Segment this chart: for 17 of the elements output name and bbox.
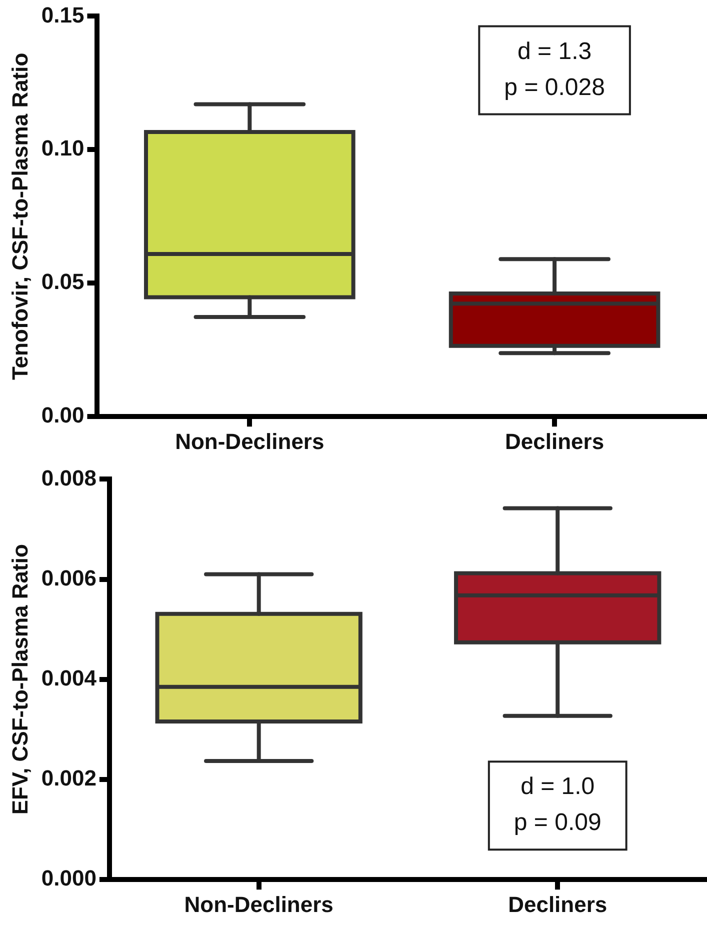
x-tick-label: Decliners — [508, 892, 608, 917]
y-tick-label: 0.05 — [41, 269, 84, 294]
x-tick-label: Non-Decliners — [184, 892, 334, 917]
y-tick-label: 0.00 — [41, 402, 84, 428]
y-tick-label: 0.10 — [41, 136, 84, 161]
annotation: d = 1.3 p = 0.028 — [504, 38, 605, 101]
y-axis-title: Tenofovir, CSF-to-Plasma Ratio — [7, 52, 32, 380]
y-tick-label: 0.15 — [41, 2, 84, 28]
x-tick-label: Decliners — [505, 428, 604, 454]
y-tick-label: 0.008 — [41, 465, 96, 490]
y-tick-label: 0.004 — [41, 665, 98, 690]
x-tick-label: Non-Decliners — [175, 428, 324, 454]
y-tick-label: 0.002 — [41, 766, 96, 791]
y-axis-title: EFV, CSF-to-Plasma Ratio — [7, 544, 32, 815]
y-tick-label: 0.000 — [41, 866, 96, 891]
annotation: d = 1.0 p = 0.09 — [514, 773, 602, 836]
y-tick-label: 0.006 — [41, 565, 96, 590]
